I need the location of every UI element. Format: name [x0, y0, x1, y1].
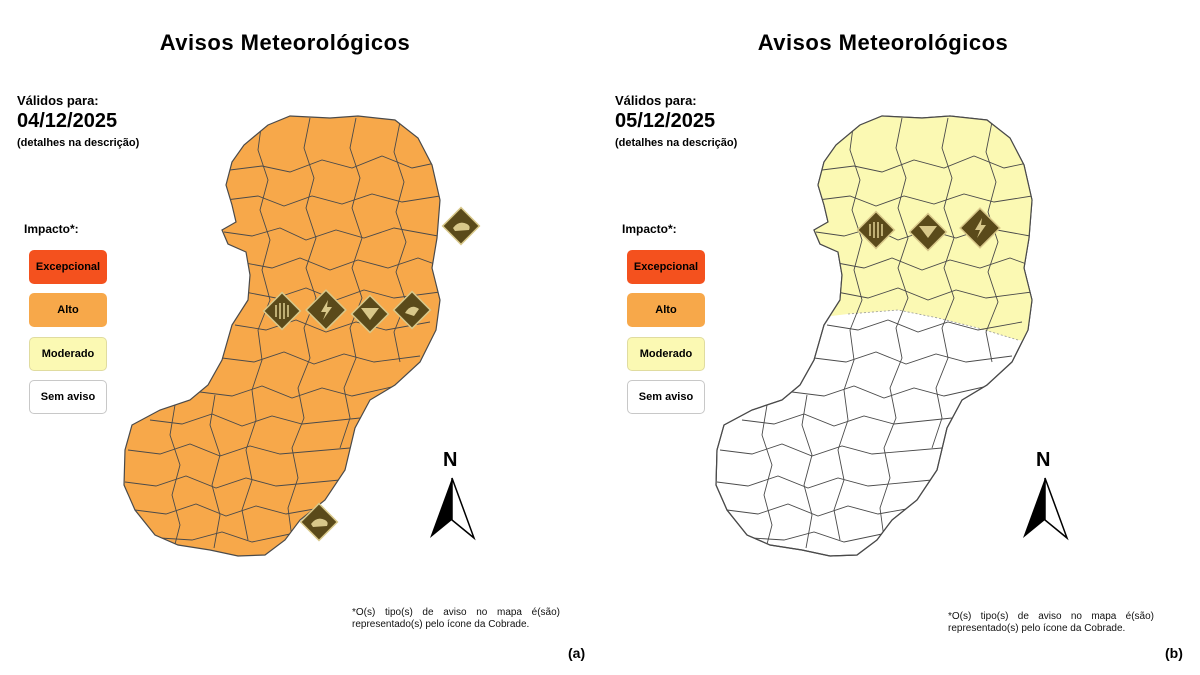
lightning-warning-icon [305, 289, 347, 331]
map-title: Avisos Meteorológicos [159, 30, 411, 55]
legend-moderado: Moderado [627, 337, 705, 371]
state-region [123, 115, 441, 557]
valid-details-note: (detalhes na descrição) [17, 137, 140, 149]
legend-sem-aviso: Sem aviso [29, 380, 107, 414]
figure-label: (a) [568, 645, 586, 661]
valid-details-note: (detalhes na descrição) [615, 137, 738, 149]
legend-excepcional: Excepcional [29, 250, 107, 284]
lightning-warning-icon [959, 207, 1001, 249]
hail-warning-icon [392, 290, 432, 330]
north-label: N [1036, 449, 1051, 471]
valid-date: 04/12/2025 [17, 110, 118, 132]
legend-alto: Alto [627, 293, 705, 327]
storm-warning-icon [856, 210, 896, 250]
north-arrow-icon [430, 477, 476, 541]
flood-warning-icon [350, 294, 390, 334]
valid-for-label: Válidos para: [615, 93, 697, 108]
heavy-rain-warning-icon [262, 291, 302, 331]
legend-sem-aviso: Sem aviso [627, 380, 705, 414]
north-label: N [443, 449, 458, 471]
valid-date: 05/12/2025 [615, 110, 716, 132]
cobrade-footnote: *O(s) tipo(s) de aviso no mapa é(são) re… [352, 607, 560, 630]
storm-warning-icon [441, 206, 481, 246]
map-title: Avisos Meteorológicos [757, 30, 1009, 55]
wind-warning-icon [299, 502, 339, 542]
impact-legend-title: Impacto*: [622, 222, 677, 236]
legend-excepcional: Excepcional [627, 250, 705, 284]
heavy-rain-warning-icon [908, 212, 948, 252]
valid-for-label: Válidos para: [17, 93, 99, 108]
map-panel-b: Avisos Meteorológicos Válidos para: 05/1… [598, 0, 1198, 675]
state-map-svg [715, 115, 1069, 557]
map-panel-a: Avisos Meteorológicos Válidos para: 04/1… [17, 30, 586, 661]
north-arrow-icon [1023, 477, 1069, 541]
cobrade-footnote: *O(s) tipo(s) de aviso no mapa é(são) re… [948, 611, 1154, 634]
state-map-svg [123, 115, 481, 557]
impact-legend-title: Impacto*: [24, 222, 79, 236]
municipality-borders [124, 117, 440, 549]
legend-moderado: Moderado [29, 337, 107, 371]
figure-label: (b) [1165, 645, 1183, 661]
legend-alto: Alto [29, 293, 107, 327]
